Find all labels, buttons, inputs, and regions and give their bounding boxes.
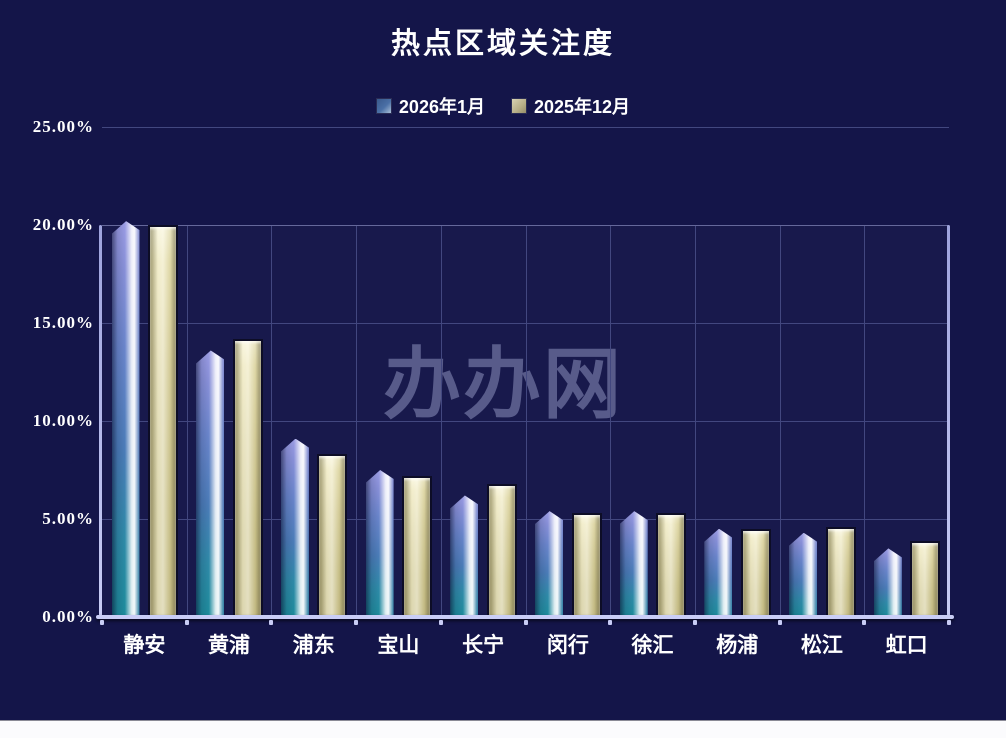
gridline-vertical — [186, 226, 188, 616]
bar-2025年12月 — [825, 526, 856, 617]
bar-2026年1月 — [365, 470, 394, 617]
y-axis-tick-label: 15.00% — [32, 313, 94, 332]
chart-legend: 2026年1月 2025年12月 — [0, 93, 1006, 119]
x-axis-category-label: 静安 — [123, 634, 166, 657]
gridline-vertical — [864, 226, 866, 616]
bar-2025年12月 — [148, 225, 178, 617]
x-axis-category-label: 杨浦 — [716, 634, 759, 657]
x-axis-tick — [438, 620, 443, 625]
y-axis-tick-label: 0.00% — [42, 607, 94, 626]
x-axis-tick — [862, 620, 867, 625]
bar-2025年12月 — [740, 528, 771, 617]
x-axis-category-label: 长宁 — [462, 634, 505, 657]
y-axis-tick-label: 10.00% — [32, 411, 94, 430]
x-axis-category-label: 浦东 — [292, 634, 335, 657]
legend-item-series2: 2025年12月 — [510, 93, 631, 119]
x-axis-category-label: 闵行 — [546, 634, 589, 657]
y-axis-tick-label: 20.00% — [32, 215, 94, 234]
legend-label-series1: 2026年1月 — [398, 97, 485, 117]
gridline-vertical — [694, 226, 696, 616]
x-axis-category-label: 虹口 — [885, 634, 928, 657]
y-axis-line — [99, 225, 102, 619]
gridline-vertical — [610, 226, 612, 616]
x-axis-category-label: 宝山 — [377, 634, 420, 657]
y-axis-tick-label: 25.00% — [32, 117, 94, 136]
bar-2026年1月 — [196, 350, 225, 617]
plot-right-border — [947, 225, 950, 619]
gridline-vertical — [440, 226, 442, 616]
gridline-vertical — [779, 226, 781, 616]
bar-2026年1月 — [704, 528, 733, 617]
plot-area — [102, 225, 949, 618]
x-axis-tick — [100, 620, 104, 625]
watermark: 办办网 — [382, 340, 624, 428]
x-axis-tick — [354, 620, 359, 625]
bar-2026年1月 — [111, 221, 140, 617]
gridline-vertical — [356, 226, 358, 616]
bar-2026年1月 — [873, 548, 902, 617]
bar-2026年1月 — [450, 495, 479, 617]
gridline-horizontal — [102, 127, 949, 128]
bar-2025年12月 — [656, 513, 687, 617]
bar-2025年12月 — [571, 513, 602, 617]
bar-2025年12月 — [486, 483, 517, 617]
x-axis-tick — [184, 620, 189, 625]
bottom-strip — [0, 720, 1006, 738]
x-axis-category-label: 松江 — [800, 634, 843, 657]
bar-2026年1月 — [789, 532, 818, 617]
x-axis-category-label: 黄浦 — [208, 634, 251, 657]
legend-item-series1: 2026年1月 — [375, 93, 485, 119]
bar-2026年1月 — [280, 438, 309, 617]
legend-swatch-series2-icon — [510, 98, 527, 114]
x-axis-line — [96, 615, 954, 619]
bar-2026年1月 — [619, 511, 648, 617]
bar-2025年12月 — [317, 454, 348, 617]
bar-2025年12月 — [232, 338, 263, 617]
gridline-vertical — [525, 226, 527, 616]
x-axis-category-label: 徐汇 — [631, 634, 674, 657]
bar-2026年1月 — [535, 511, 563, 617]
x-axis-tick — [777, 620, 782, 625]
legend-swatch-series1-icon — [375, 98, 392, 114]
chart-title: 热点区域关注度 — [390, 28, 615, 60]
gridline-vertical — [271, 226, 273, 616]
x-axis-tick — [947, 620, 951, 625]
x-axis-tick — [608, 620, 613, 625]
x-axis-tick — [269, 620, 274, 625]
y-axis-tick-label: 5.00% — [42, 509, 94, 528]
x-axis-tick — [692, 620, 697, 625]
legend-label-series2: 2025年12月 — [533, 97, 631, 117]
bar-2025年12月 — [402, 475, 433, 617]
x-axis-tick — [523, 620, 528, 625]
bar-2025年12月 — [910, 540, 941, 617]
